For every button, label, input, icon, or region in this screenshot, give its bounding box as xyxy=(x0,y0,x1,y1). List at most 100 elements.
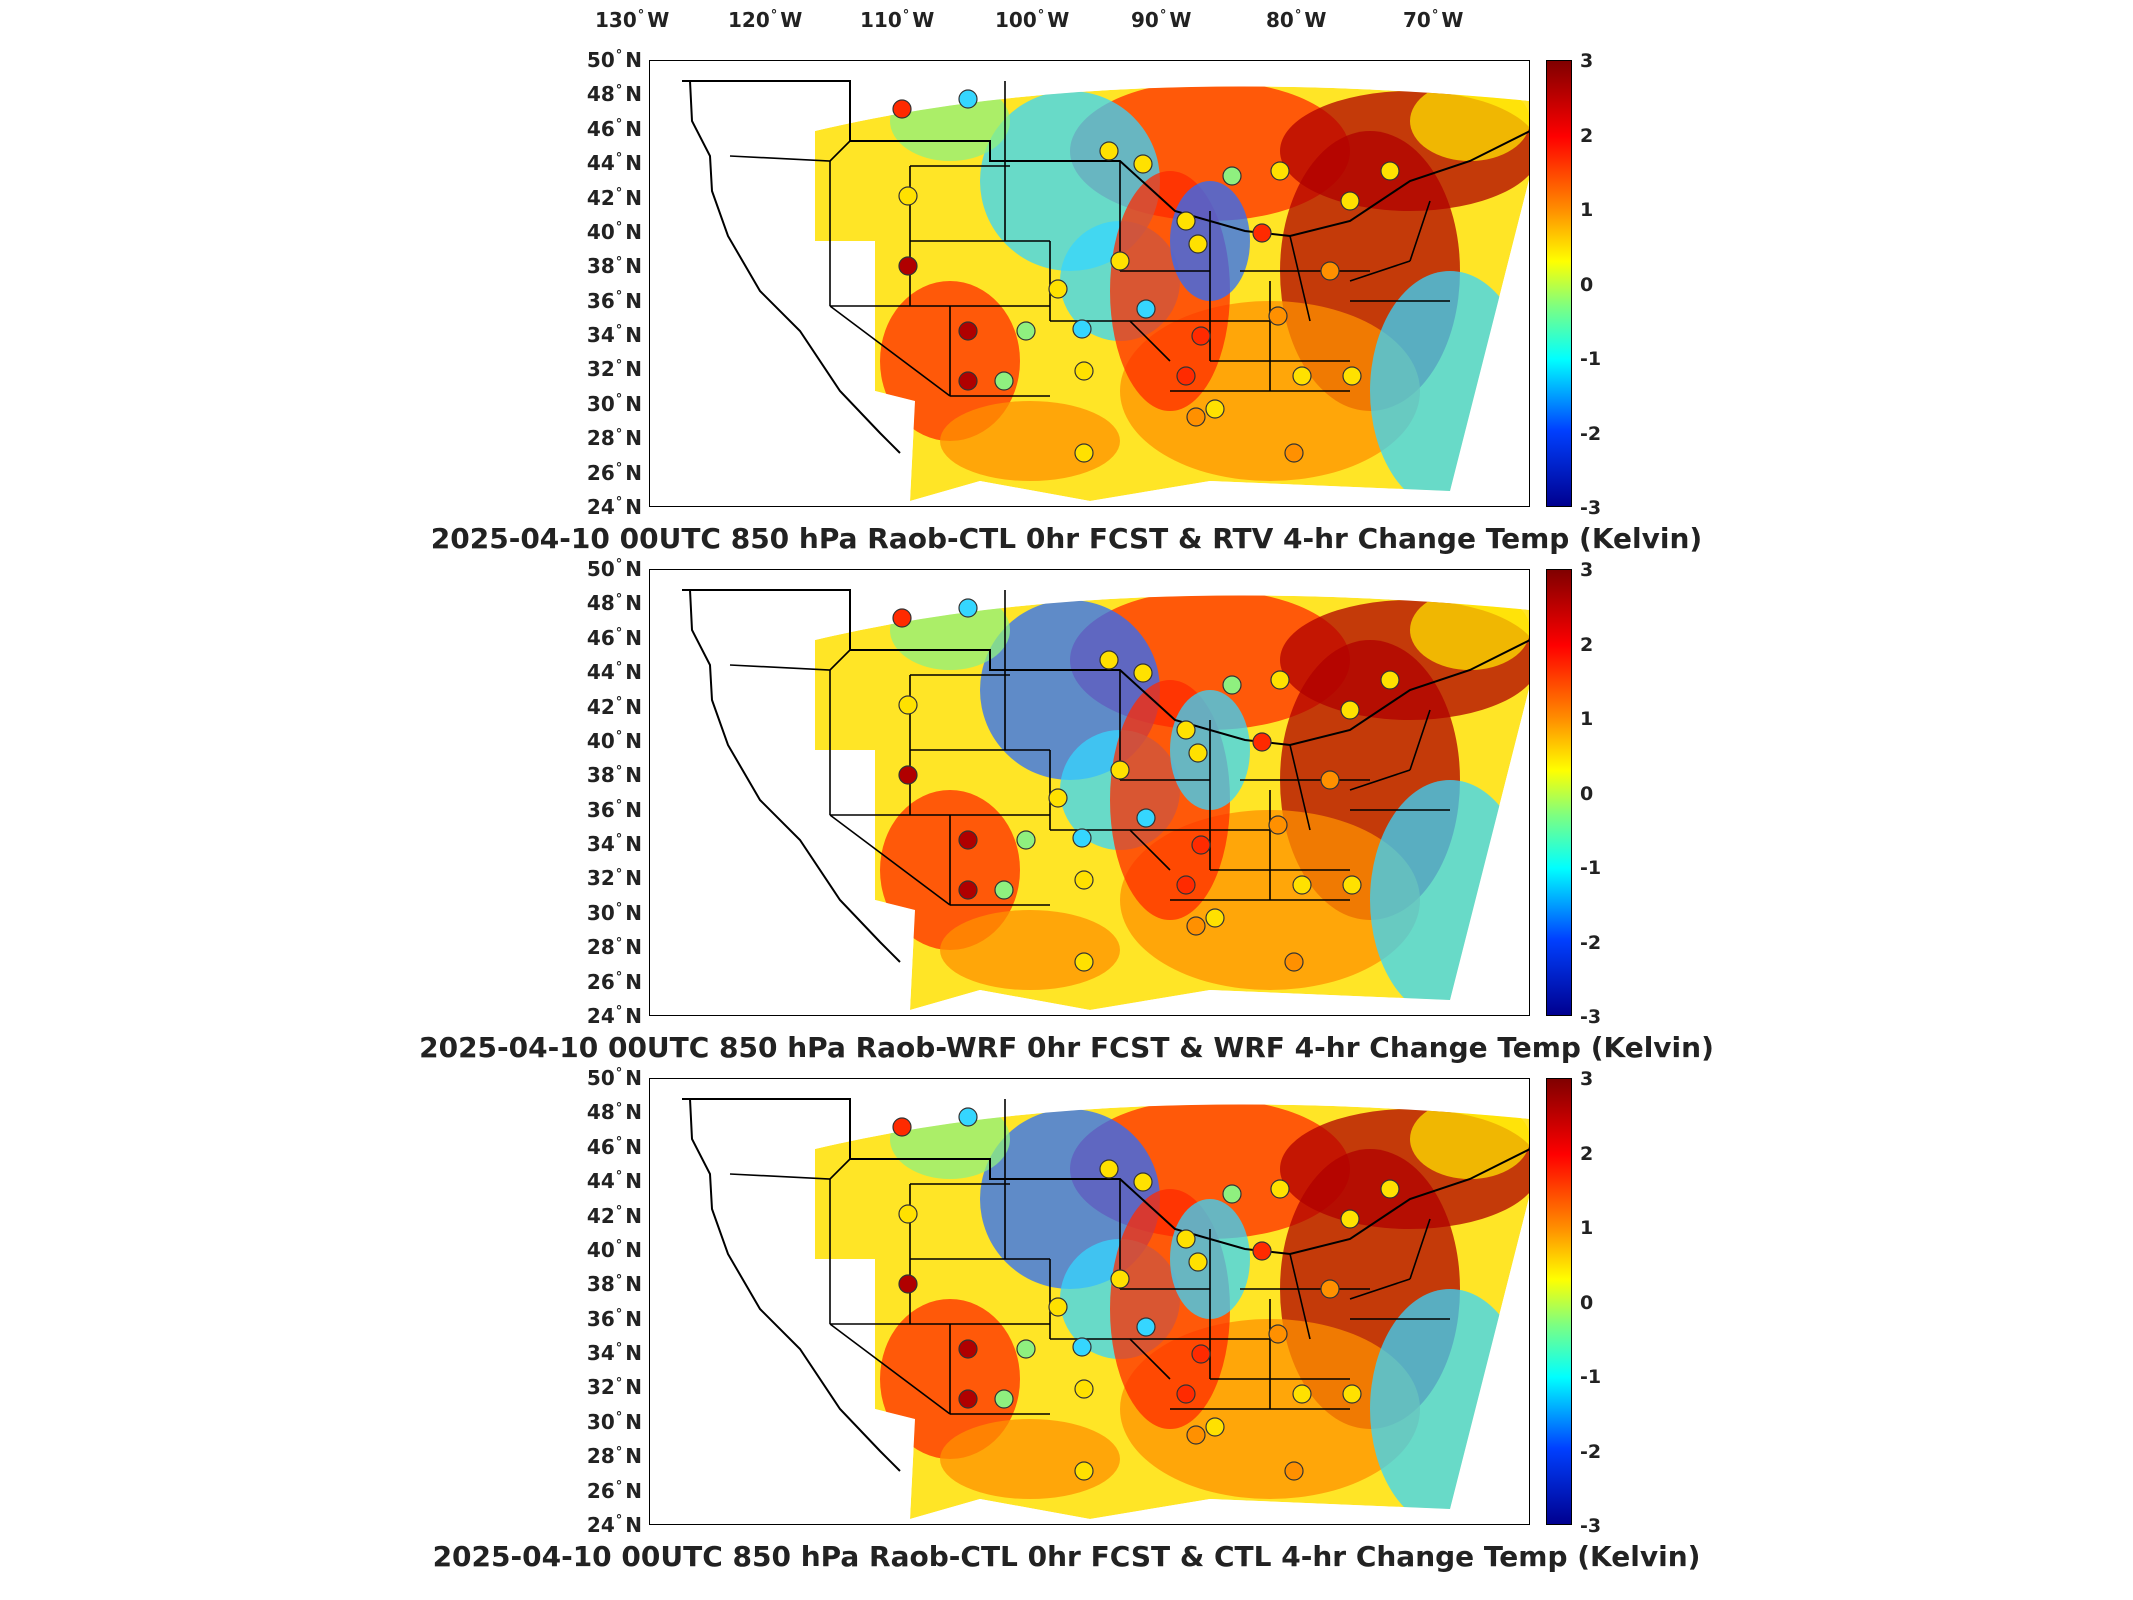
raob-station-marker xyxy=(1292,1384,1312,1404)
colorbar xyxy=(1546,569,1572,1016)
state-boundary xyxy=(1409,1218,1431,1280)
raob-station-marker xyxy=(1340,1209,1360,1229)
colorbar-tick: 0 xyxy=(1580,782,1594,805)
raob-station-marker xyxy=(1074,870,1094,890)
raob-station-marker xyxy=(1284,1461,1304,1481)
state-boundary xyxy=(1349,260,1411,282)
lat-label: 26° N xyxy=(586,460,642,485)
raob-station-marker xyxy=(1074,1379,1094,1399)
raob-station-marker xyxy=(1176,211,1196,231)
raob-station-marker xyxy=(958,598,978,618)
raob-station-marker xyxy=(1072,319,1092,339)
lat-label: 44° N xyxy=(586,151,642,176)
raob-station-marker xyxy=(892,99,912,119)
lon-label: 70° W xyxy=(1403,8,1464,32)
lat-label: 34° N xyxy=(586,1341,642,1366)
field-blob xyxy=(940,1419,1120,1499)
lon-label: 120° W xyxy=(728,8,803,32)
raob-station-marker xyxy=(1284,952,1304,972)
lat-label: 32° N xyxy=(586,357,642,382)
raob-station-marker xyxy=(1191,835,1211,855)
raob-station-marker xyxy=(1188,1252,1208,1272)
temperature-field xyxy=(815,595,1529,1010)
raob-station-marker xyxy=(1340,191,1360,211)
raob-station-marker xyxy=(1074,361,1094,381)
state-boundary xyxy=(1349,769,1411,791)
raob-station-marker xyxy=(1292,875,1312,895)
lat-label: 48° N xyxy=(586,82,642,107)
raob-station-marker xyxy=(958,89,978,109)
field-blob xyxy=(940,401,1120,481)
field-blob xyxy=(890,1104,1010,1179)
lon-label: 100° W xyxy=(995,8,1070,32)
map-panel-3: 50° N 48° N 46° N 44° N 42° N 40° N 38° N 36° N 34° N 32° N… xyxy=(0,1066,2133,1588)
raob-station-marker xyxy=(1099,650,1119,670)
colorbar-tick: 1 xyxy=(1580,199,1594,221)
colorbar-tick: 2 xyxy=(1580,1142,1594,1165)
colorbar-tick: 1 xyxy=(1580,1217,1594,1239)
raob-station-marker xyxy=(1016,321,1036,341)
colorbar-tick: -3 xyxy=(1580,1515,1602,1537)
raob-station-marker xyxy=(1186,407,1206,427)
state-boundary xyxy=(829,814,951,906)
temperature-field xyxy=(815,86,1529,501)
raob-station-marker xyxy=(898,765,918,785)
raob-station-marker xyxy=(1048,788,1068,808)
raob-station-marker xyxy=(1292,366,1312,386)
raob-station-marker xyxy=(1110,760,1130,780)
raob-station-marker xyxy=(1099,141,1119,161)
raob-station-marker xyxy=(898,695,918,715)
raob-station-marker xyxy=(1133,1172,1153,1192)
raob-station-marker xyxy=(1252,732,1272,752)
raob-station-marker xyxy=(994,371,1014,391)
raob-station-marker xyxy=(1188,743,1208,763)
raob-station-marker xyxy=(1252,223,1272,243)
raob-station-marker xyxy=(1099,1159,1119,1179)
lon-label: 80° W xyxy=(1266,8,1327,32)
raob-station-marker xyxy=(1176,720,1196,740)
lat-label: 40° N xyxy=(586,1237,642,1262)
lat-label: 46° N xyxy=(586,1134,642,1159)
lat-label: 24° N xyxy=(586,495,642,519)
lat-label: 36° N xyxy=(586,288,642,313)
raob-station-marker xyxy=(958,1339,978,1359)
colorbar-tick: 2 xyxy=(1580,633,1594,656)
lat-label: 34° N xyxy=(586,832,642,857)
raob-station-marker xyxy=(958,371,978,391)
lat-label: 50° N xyxy=(586,48,642,72)
lat-label: 36° N xyxy=(586,797,642,822)
raob-station-marker xyxy=(1222,166,1242,186)
state-boundary xyxy=(1349,1278,1411,1300)
lat-label: 30° N xyxy=(586,1409,642,1434)
raob-station-marker xyxy=(1110,1269,1130,1289)
raob-station-marker xyxy=(1074,952,1094,972)
raob-station-marker xyxy=(1284,443,1304,463)
state-boundary xyxy=(829,1323,951,1415)
colorbar-tick: 0 xyxy=(1580,273,1594,296)
raob-station-marker xyxy=(1270,161,1290,181)
raob-station-marker xyxy=(958,1107,978,1127)
lat-label: 46° N xyxy=(586,625,642,650)
raob-station-marker xyxy=(1268,815,1288,835)
raob-station-marker xyxy=(898,1204,918,1224)
lat-label: 38° N xyxy=(586,1272,642,1297)
lat-label: 42° N xyxy=(586,1203,642,1228)
field-blob xyxy=(940,910,1120,990)
raob-station-marker xyxy=(1074,1461,1094,1481)
lon-label: 130° W xyxy=(595,8,670,32)
lat-label: 40° N xyxy=(586,219,642,244)
raob-station-marker xyxy=(1268,306,1288,326)
raob-station-marker xyxy=(1176,1384,1196,1404)
colorbar xyxy=(1546,1078,1572,1525)
raob-station-marker xyxy=(1270,1179,1290,1199)
lat-label: 32° N xyxy=(586,866,642,891)
raob-station-marker xyxy=(898,186,918,206)
lat-label: 26° N xyxy=(586,1478,642,1503)
temperature-map xyxy=(649,569,1530,1016)
colorbar-tick: 0 xyxy=(1580,1291,1594,1314)
raob-station-marker xyxy=(1320,770,1340,790)
raob-station-marker xyxy=(1136,1317,1156,1337)
raob-station-marker xyxy=(1191,326,1211,346)
colorbar-tick: -3 xyxy=(1580,1006,1602,1028)
raob-station-marker xyxy=(1136,299,1156,319)
